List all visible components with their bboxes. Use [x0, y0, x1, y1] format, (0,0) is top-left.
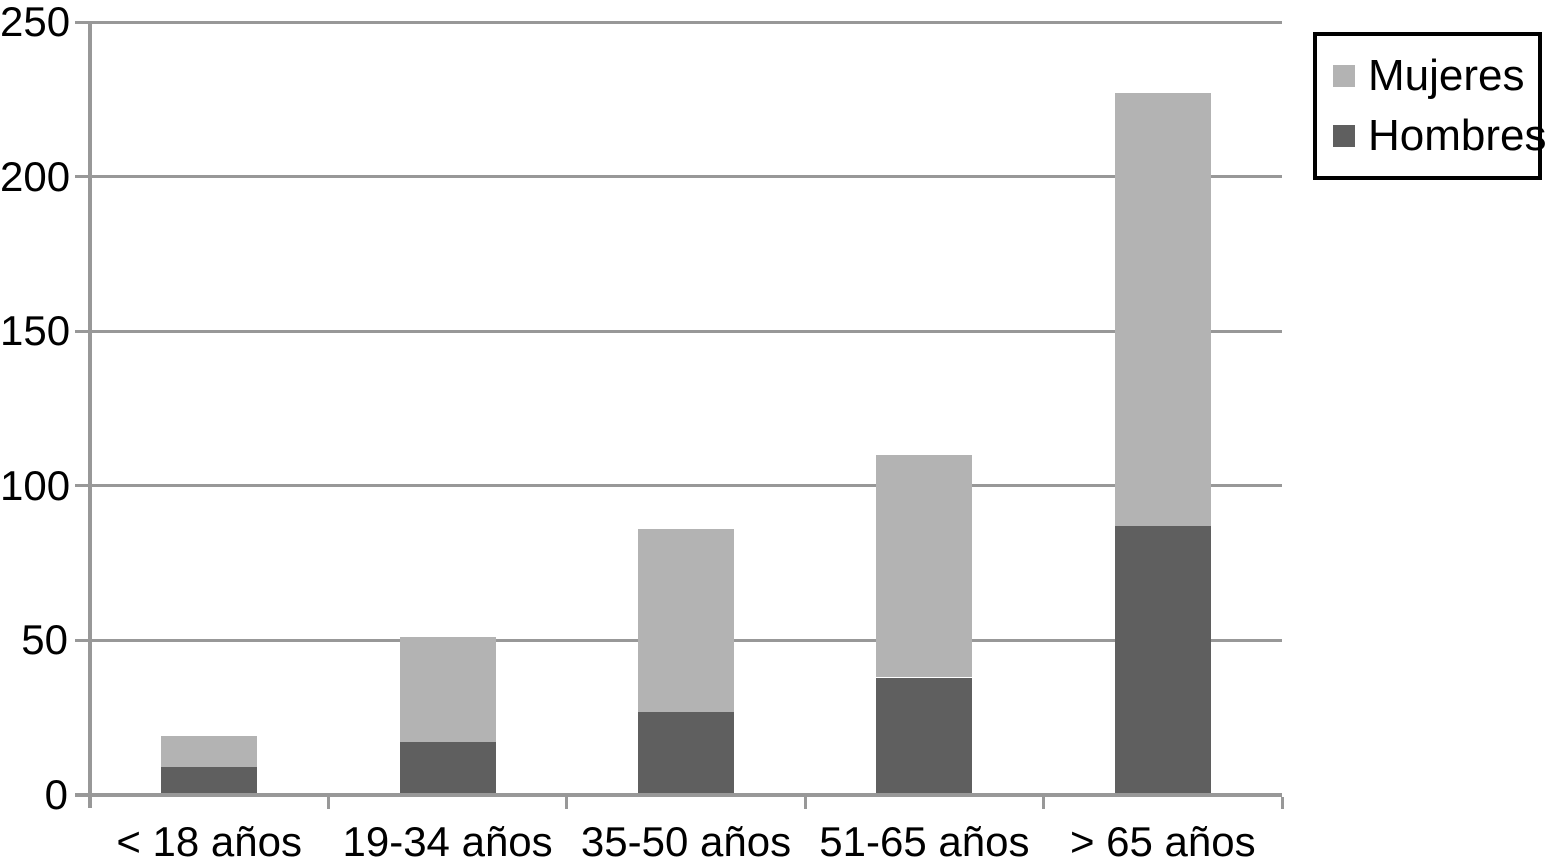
- legend-swatch-mujeres: [1333, 65, 1355, 87]
- bar-segment-hombres-1: [399, 742, 496, 795]
- x-axis-category-label-3: 51-65 años: [819, 818, 1030, 865]
- gridline-200: [75, 175, 1282, 179]
- x-axis-category-label-4: > 65 años: [1069, 818, 1256, 865]
- x-axis-tick: [326, 797, 330, 809]
- y-axis-line: [88, 22, 92, 808]
- y-axis-tick-label-250: 250: [0, 0, 71, 45]
- gridline-250: [75, 20, 1282, 24]
- y-axis-tick-label-100: 100: [0, 461, 71, 509]
- x-axis-category-label-1: 19-34 años: [342, 818, 553, 865]
- bar-segment-hombres-4: [1114, 525, 1211, 795]
- y-axis-tick-label-200: 200: [0, 152, 71, 200]
- legend-swatch-hombres: [1333, 125, 1355, 147]
- gridline-150: [75, 329, 1282, 333]
- x-axis-tick: [803, 797, 807, 809]
- gridline-100: [75, 484, 1282, 488]
- x-axis-category-label-2: 35-50 años: [580, 818, 792, 865]
- bar-segment-mujeres-3: [876, 454, 973, 678]
- bar-segment-mujeres-0: [161, 736, 258, 768]
- y-axis-tick-label-150: 150: [0, 307, 71, 355]
- bar-segment-mujeres-4: [1114, 93, 1211, 526]
- bar-segment-hombres-0: [161, 767, 258, 795]
- bar-segment-mujeres-2: [638, 529, 734, 712]
- y-axis-tick-label-0: 0: [44, 771, 68, 818]
- bar-segment-hombres-2: [638, 711, 734, 795]
- bar-segment-mujeres-1: [399, 637, 496, 743]
- legend: Mujeres Hombres: [1313, 32, 1546, 180]
- x-axis-tick: [1280, 797, 1284, 809]
- plot-area: [75, 20, 1284, 809]
- legend-item-hombres: Hombres: [1333, 114, 1546, 158]
- x-axis-tick: [1042, 797, 1046, 809]
- legend-label-hombres: Hombres: [1368, 111, 1546, 160]
- x-axis-tick: [565, 797, 569, 809]
- y-axis-tick-label-50: 50: [21, 616, 68, 664]
- x-axis-line: [75, 793, 1282, 797]
- legend-label-mujeres: Mujeres: [1368, 51, 1525, 100]
- x-axis-category-label-0: < 18 años: [116, 818, 303, 865]
- bar-segment-hombres-3: [876, 677, 973, 795]
- legend-item-mujeres: Mujeres: [1333, 54, 1538, 98]
